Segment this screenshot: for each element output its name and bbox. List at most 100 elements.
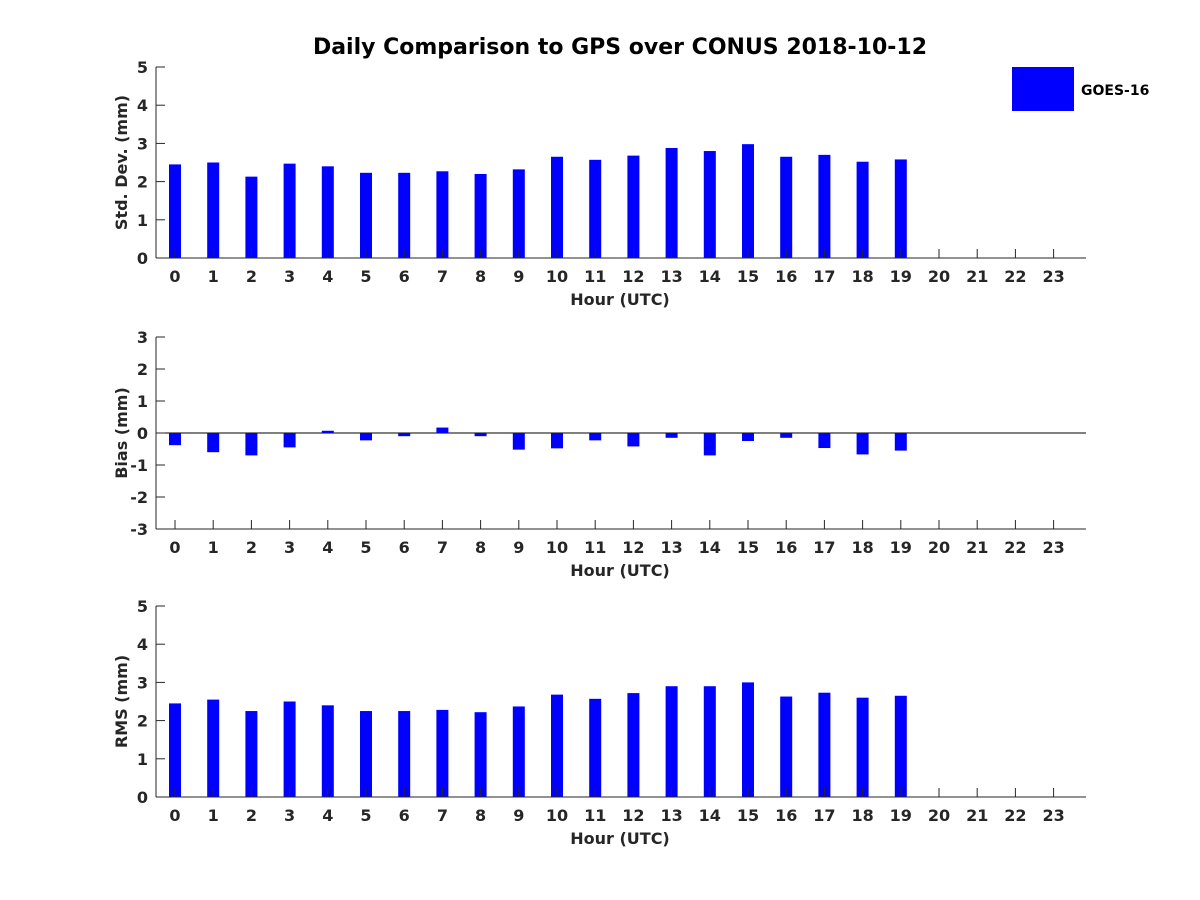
rms-xtick-label: 22: [1004, 806, 1026, 825]
bias-bar-5: [360, 433, 372, 441]
rms-y-axis-label: RMS (mm): [112, 655, 131, 748]
bias-xtick-label: 0: [169, 538, 180, 557]
bias-xtick-label: 3: [284, 538, 295, 557]
bias-bar-0: [169, 433, 181, 446]
bias-xtick-label: 20: [928, 538, 950, 557]
rms-xtick-label: 15: [737, 806, 759, 825]
rms-xtick-label: 20: [928, 806, 950, 825]
stddev-bar-14: [703, 151, 716, 258]
stddev-xtick-label: 13: [660, 267, 682, 286]
rms-xtick-label: 11: [584, 806, 606, 825]
stddev-bar-10: [551, 156, 563, 258]
bias-bar-6: [398, 433, 411, 437]
rms-xtick-label: 23: [1042, 806, 1064, 825]
bias-bar-12: [627, 433, 640, 447]
stddev-xtick-label: 19: [890, 267, 912, 286]
bias-bar-19: [894, 433, 907, 451]
stddev-xtick-label: 8: [475, 267, 486, 286]
rms-xtick-label: 3: [284, 806, 295, 825]
stddev-xtick-label: 5: [360, 267, 371, 286]
rms-xtick-label: 13: [660, 806, 682, 825]
bias-bar-2: [245, 433, 258, 456]
rms-xtick-label: 4: [322, 806, 333, 825]
rms-xtick-label: 6: [399, 806, 410, 825]
stddev-xtick-label: 16: [775, 267, 797, 286]
stddev-bar-16: [780, 156, 793, 258]
bias-xtick-label: 16: [775, 538, 797, 557]
stddev-xtick-label: 20: [928, 267, 950, 286]
stddev-bar-15: [742, 144, 754, 258]
stddev-xtick-label: 7: [437, 267, 448, 286]
stddev-ytick-label: 1: [137, 211, 148, 230]
bias-bar-18: [856, 433, 869, 455]
stddev-bar-2: [245, 176, 258, 258]
stddev-xtick-label: 3: [284, 267, 295, 286]
rms-ytick-label: 5: [137, 597, 148, 616]
rms-xtick-label: 12: [622, 806, 644, 825]
rms-bar-18: [856, 697, 869, 797]
bias-xtick-label: 21: [966, 538, 988, 557]
rms-xtick-label: 16: [775, 806, 797, 825]
rms-bar-19: [894, 695, 907, 797]
rms-xtick-label: 21: [966, 806, 988, 825]
legend-label: GOES-16: [1081, 83, 1149, 99]
rms-xtick-label: 9: [513, 806, 524, 825]
rms-ytick-label: 4: [137, 635, 148, 654]
bias-bar-17: [818, 433, 831, 449]
stddev-xtick-label: 6: [399, 267, 410, 286]
bias-xtick-label: 19: [890, 538, 912, 557]
rms-bar-3: [283, 701, 296, 797]
bias-xtick-label: 12: [622, 538, 644, 557]
stddev-xtick-label: 18: [851, 267, 873, 286]
bias-xtick-label: 8: [475, 538, 486, 557]
bias-xtick-label: 13: [660, 538, 682, 557]
bias-xtick-label: 17: [813, 538, 835, 557]
bias-xtick-label: 18: [851, 538, 873, 557]
bias-bar-7: [436, 427, 449, 433]
stddev-xtick-label: 21: [966, 267, 988, 286]
rms-xtick-label: 0: [169, 806, 180, 825]
stddev-bar-7: [436, 171, 449, 258]
bias-bar-10: [551, 433, 563, 449]
stddev-xtick-label: 9: [513, 267, 524, 286]
bias-bar-13: [665, 433, 678, 438]
stddev-xtick-label: 15: [737, 267, 759, 286]
rms-xtick-label: 5: [360, 806, 371, 825]
stddev-xtick-label: 22: [1004, 267, 1026, 286]
rms-bar-2: [245, 711, 258, 797]
legend: GOES-16: [1012, 67, 1149, 111]
stddev-xtick-label: 2: [246, 267, 257, 286]
stddev-bar-1: [207, 162, 220, 258]
rms-bar-10: [551, 694, 563, 797]
rms-bar-4: [321, 705, 334, 797]
bias-ytick-label: 0: [137, 424, 148, 443]
bias-x-axis-label: Hour (UTC): [570, 561, 670, 580]
rms-bar-15: [742, 682, 754, 797]
stddev-bar-19: [894, 159, 907, 258]
stddev-bar-8: [474, 173, 487, 258]
bias-bar-9: [512, 433, 525, 450]
bias-bar-3: [283, 433, 296, 448]
stddev-ytick-label: 0: [137, 249, 148, 268]
stddev-xtick-label: 10: [546, 267, 568, 286]
bias-xtick-label: 1: [208, 538, 219, 557]
rms-xtick-label: 19: [890, 806, 912, 825]
stddev-ytick-label: 4: [137, 96, 148, 115]
rms-ytick-label: 1: [137, 750, 148, 769]
stddev-bar-11: [589, 159, 602, 258]
rms-xtick-label: 18: [851, 806, 873, 825]
rms-xtick-label: 8: [475, 806, 486, 825]
rms-bar-13: [665, 686, 678, 797]
bias-bar-15: [742, 433, 754, 441]
rms-bar-8: [474, 712, 487, 797]
stddev-ytick-label: 5: [137, 58, 148, 77]
bias-xtick-label: 7: [437, 538, 448, 557]
stddev-xtick-label: 23: [1042, 267, 1064, 286]
stddev-xtick-label: 17: [813, 267, 835, 286]
stddev-xtick-label: 14: [699, 267, 721, 286]
rms-bar-5: [360, 711, 372, 797]
bias-bar-11: [589, 433, 602, 441]
